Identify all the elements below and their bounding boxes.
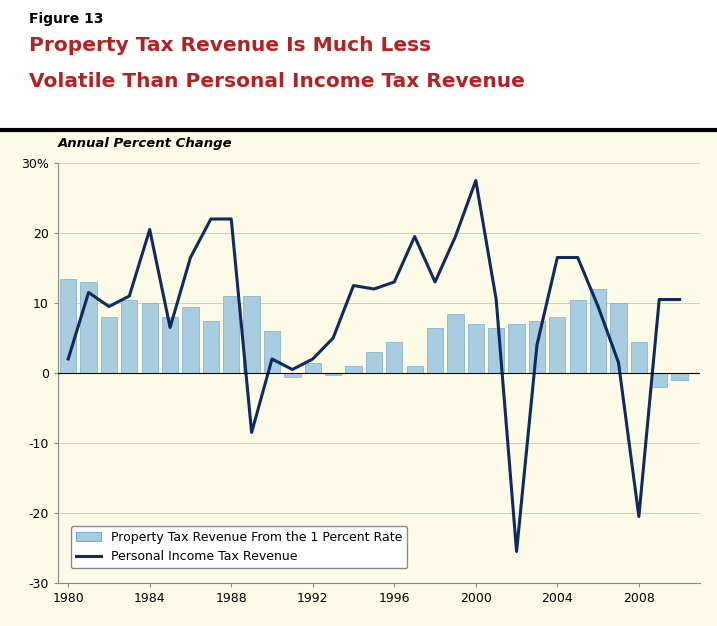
Bar bbox=[427, 327, 443, 373]
Bar bbox=[284, 373, 300, 376]
Bar bbox=[631, 342, 647, 373]
Bar bbox=[590, 289, 607, 373]
Bar bbox=[141, 303, 158, 373]
Text: Property Tax Revenue Is Much Less: Property Tax Revenue Is Much Less bbox=[29, 36, 431, 55]
Bar bbox=[162, 317, 179, 373]
Bar bbox=[305, 362, 321, 373]
Bar bbox=[244, 296, 260, 373]
Legend: Property Tax Revenue From the 1 Percent Rate, Personal Income Tax Revenue: Property Tax Revenue From the 1 Percent … bbox=[71, 526, 407, 568]
Bar bbox=[610, 303, 627, 373]
Text: Annual Percent Change: Annual Percent Change bbox=[58, 137, 232, 150]
Text: Figure 13: Figure 13 bbox=[29, 12, 103, 26]
Bar bbox=[182, 307, 199, 373]
Bar bbox=[407, 366, 423, 373]
Bar bbox=[386, 342, 402, 373]
Bar bbox=[264, 331, 280, 373]
Bar bbox=[447, 314, 464, 373]
Bar bbox=[508, 324, 525, 373]
Bar bbox=[121, 299, 138, 373]
Bar bbox=[569, 299, 586, 373]
Bar bbox=[467, 324, 484, 373]
Bar bbox=[488, 327, 504, 373]
Bar bbox=[80, 282, 97, 373]
Bar bbox=[101, 317, 117, 373]
Bar bbox=[549, 317, 566, 373]
Bar bbox=[223, 296, 239, 373]
Bar bbox=[529, 321, 545, 373]
Bar bbox=[651, 373, 668, 387]
Bar bbox=[325, 373, 341, 375]
Bar bbox=[203, 321, 219, 373]
Text: Volatile Than Personal Income Tax Revenue: Volatile Than Personal Income Tax Revenu… bbox=[29, 72, 525, 91]
Bar bbox=[346, 366, 361, 373]
Bar bbox=[366, 352, 382, 373]
Bar bbox=[60, 279, 76, 373]
Bar bbox=[671, 373, 688, 380]
